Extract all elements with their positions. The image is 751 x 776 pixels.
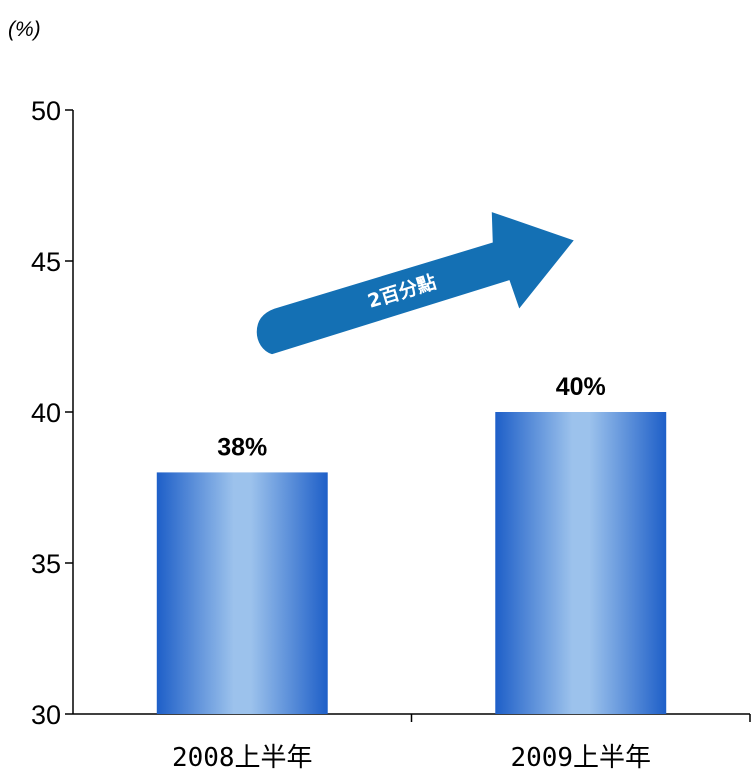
category-label: 2009上半年: [510, 743, 651, 773]
y-axis: 30 35 40 45 50: [31, 96, 74, 730]
annotation-arrow: 2百分點: [255, 209, 577, 356]
data-labels: 38% 40%: [217, 373, 606, 461]
bar: [156, 472, 328, 714]
category-labels: 2008上半年 2009上半年: [172, 743, 651, 773]
y-unit-label: (%): [8, 18, 41, 41]
y-tick-label: 40: [31, 398, 61, 428]
trend-arrow-icon: [255, 209, 577, 356]
y-tick-label: 45: [31, 247, 61, 277]
data-label: 38%: [217, 433, 267, 461]
bar: [495, 412, 667, 714]
y-tick-label: 50: [31, 96, 61, 126]
bars: [156, 412, 667, 714]
y-tick-label: 30: [31, 700, 61, 730]
y-tick-label: 35: [31, 549, 61, 579]
category-label: 2008上半年: [172, 743, 313, 773]
data-label: 40%: [556, 373, 606, 401]
x-axis: [73, 713, 751, 722]
